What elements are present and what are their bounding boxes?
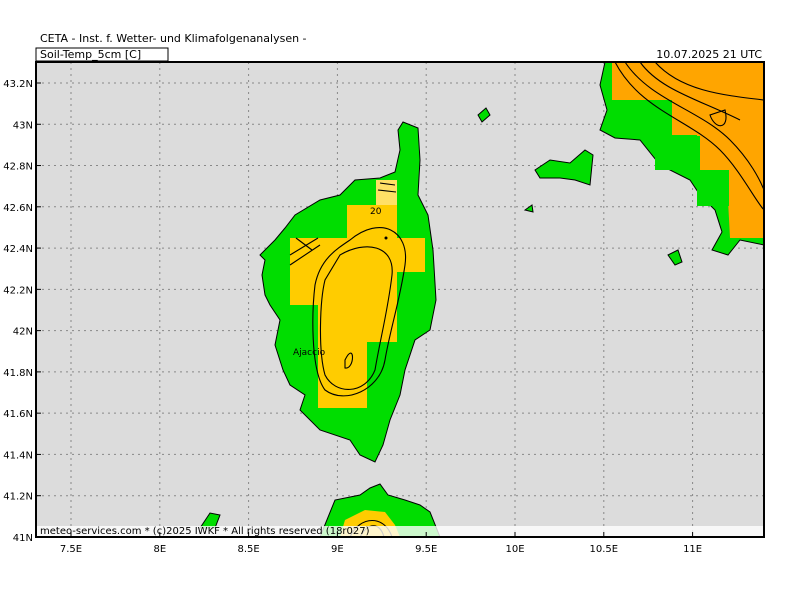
title: CETA - Inst. f. Wetter- und Klimafolgena… bbox=[40, 32, 307, 45]
lat-label: 41.6N bbox=[3, 409, 33, 420]
warm-area bbox=[290, 205, 425, 408]
frame bbox=[35, 61, 765, 538]
cell bbox=[697, 170, 729, 206]
parameter: Soil-Temp_5cm [C] bbox=[40, 48, 141, 61]
island bbox=[667, 249, 683, 266]
lat-label: 43.2N bbox=[3, 79, 33, 90]
lon-label: 9E bbox=[331, 544, 344, 555]
param-box bbox=[35, 47, 169, 62]
place-label: Ajaccio bbox=[293, 348, 326, 358]
corsica bbox=[259, 121, 437, 463]
island bbox=[534, 149, 594, 186]
lat-label: 42.8N bbox=[3, 162, 33, 173]
lon-label: 7.5E bbox=[60, 544, 82, 555]
warm-area bbox=[376, 180, 397, 205]
lat-label: 42.6N bbox=[3, 203, 33, 214]
footer: meteo-services.com * (c)2025 IWKF * All … bbox=[40, 526, 370, 537]
lon-label: 8.5E bbox=[237, 544, 259, 555]
footer-band bbox=[37, 526, 763, 536]
marker bbox=[384, 236, 388, 240]
lat-label: 42.2N bbox=[3, 285, 33, 296]
island bbox=[477, 107, 491, 123]
lon-label: 10E bbox=[505, 544, 524, 555]
lon-label: 10.5E bbox=[590, 544, 619, 555]
axis-labels: 43.2N 43N 42.8N 42.6N 42.4N 42.2N 42N 41.8N 41.6… bbox=[3, 79, 702, 555]
cell bbox=[655, 136, 700, 170]
lat-label: 43N bbox=[13, 120, 33, 131]
lat-label: 41N bbox=[13, 533, 33, 544]
island bbox=[523, 204, 534, 213]
contour-label: 20 bbox=[370, 207, 382, 217]
cell bbox=[640, 100, 672, 136]
lat-label: 41.8N bbox=[3, 368, 33, 379]
lat-label: 42N bbox=[13, 327, 33, 338]
lon-label: 9.5E bbox=[415, 544, 437, 555]
lon-label: 8E bbox=[153, 544, 166, 555]
italy bbox=[599, 61, 765, 256]
lon-label: 11E bbox=[683, 544, 702, 555]
lat-label: 42.4N bbox=[3, 244, 33, 255]
lat-label: 41.2N bbox=[3, 492, 33, 503]
lat-label: 41.4N bbox=[3, 450, 33, 461]
valid-time: 10.07.2025 21 UTC bbox=[656, 48, 762, 61]
